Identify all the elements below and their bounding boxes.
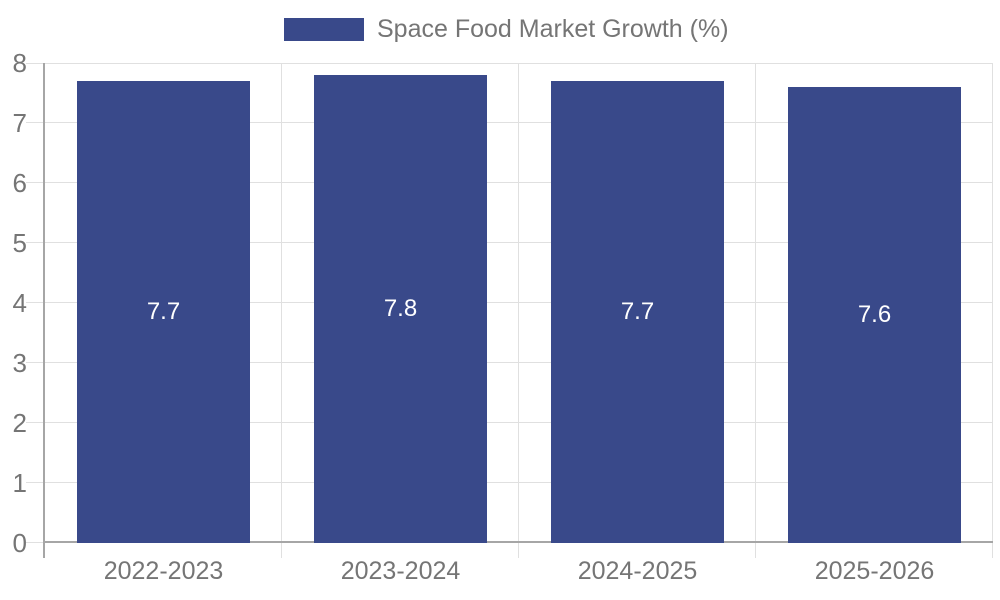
bar-value-label: 7.7 xyxy=(620,298,655,325)
y-tick-label: 7 xyxy=(12,108,27,138)
y-tick-label: 5 xyxy=(12,228,27,258)
bar: 7.8 xyxy=(314,75,487,543)
bar-value-label: 7.7 xyxy=(146,298,181,325)
plot-right-border xyxy=(992,63,993,558)
y-tick-label: 0 xyxy=(12,528,27,558)
gridline xyxy=(26,182,993,183)
bar: 7.6 xyxy=(788,87,961,543)
legend: Space Food Market Growth (%) xyxy=(284,15,729,43)
y-tick-label: 6 xyxy=(12,168,27,198)
y-axis-line xyxy=(43,63,45,558)
gridline xyxy=(26,122,993,123)
bar-value-label: 7.6 xyxy=(857,301,892,328)
gridline xyxy=(26,482,993,483)
gridline xyxy=(26,362,993,363)
plot-area: 7.7 7.8 7.7 7.6 xyxy=(26,63,993,558)
x-tick-label: 2022-2023 xyxy=(103,557,224,585)
gridline xyxy=(755,63,756,558)
y-tick-label: 1 xyxy=(12,468,27,498)
bar: 7.7 xyxy=(551,81,724,543)
y-tick xyxy=(26,542,45,543)
x-tick-label: 2024-2025 xyxy=(577,557,698,585)
x-axis-line xyxy=(43,541,993,543)
bar-value-label: 7.8 xyxy=(383,295,418,322)
x-tick-label: 2025-2026 xyxy=(814,557,935,585)
x-tick-label: 2023-2024 xyxy=(340,557,461,585)
gridline xyxy=(26,242,993,243)
legend-swatch xyxy=(284,17,364,41)
legend-label: Space Food Market Growth (%) xyxy=(377,15,729,43)
gridline xyxy=(26,422,993,423)
y-tick-label: 3 xyxy=(12,348,27,378)
gridline xyxy=(518,63,519,558)
gridline xyxy=(26,302,993,303)
y-tick-label: 4 xyxy=(12,288,27,318)
gridline xyxy=(281,63,282,558)
gridline xyxy=(26,63,993,64)
y-tick-label: 8 xyxy=(12,48,27,78)
bar: 7.7 xyxy=(77,81,250,543)
y-tick-label: 2 xyxy=(12,408,27,438)
